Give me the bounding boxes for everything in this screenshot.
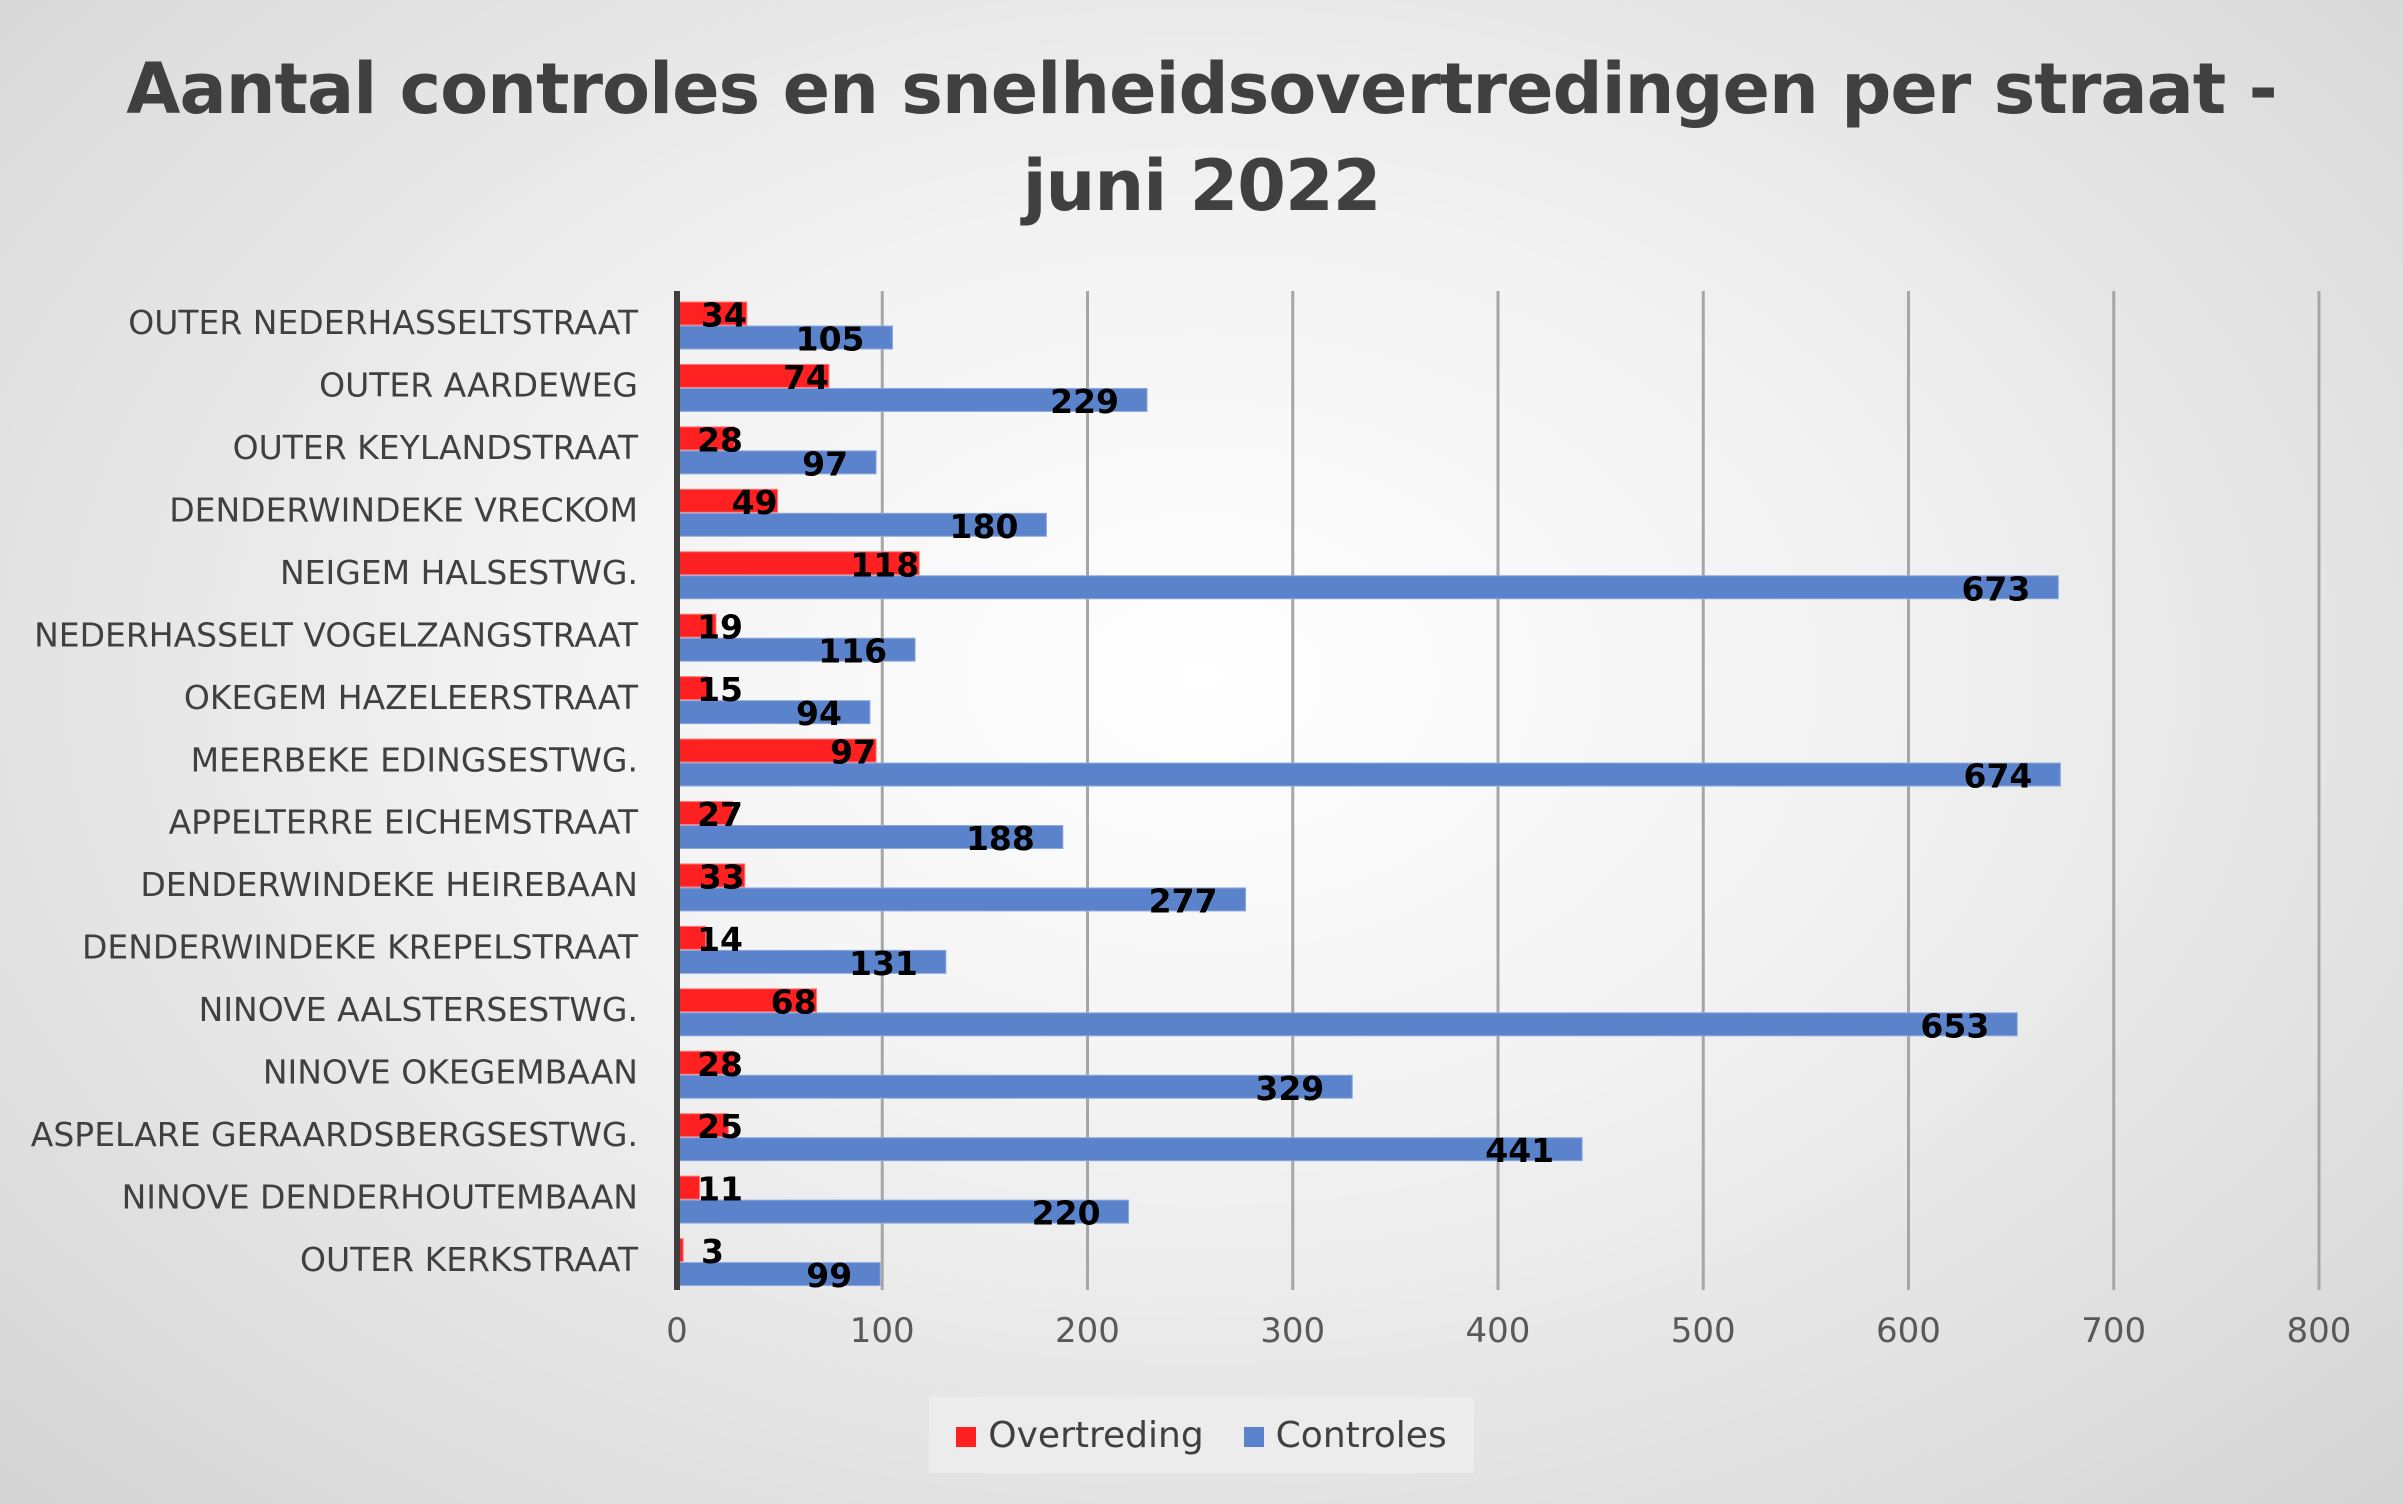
data-label: 28	[697, 420, 743, 459]
data-label: 674	[1963, 757, 2032, 796]
category-label: OUTER KEYLANDSTRAAT	[233, 428, 639, 467]
category-label: NEDERHASSELT VOGELZANGSTRAAT	[34, 615, 639, 654]
data-label: 653	[1920, 1006, 1989, 1045]
data-label: 28	[697, 1045, 743, 1084]
data-label: 14	[697, 920, 743, 959]
category-label: OUTER NEDERHASSELTSTRAAT	[128, 303, 639, 342]
data-label: 27	[697, 795, 743, 834]
data-label: 116	[818, 632, 887, 671]
data-label: 229	[1050, 382, 1119, 421]
category-label: OUTER KERKSTRAAT	[300, 1240, 639, 1279]
category-label: OKEGEM HAZELEERSTRAAT	[184, 678, 639, 717]
data-label: 131	[849, 944, 918, 983]
x-tick-label: 800	[2287, 1311, 2352, 1351]
x-tick-label: 200	[1055, 1311, 1120, 1351]
legend-label-overtreding: Overtreding	[988, 1414, 1204, 1456]
data-label: 11	[697, 1170, 743, 1209]
data-label: 105	[796, 320, 865, 359]
category-label: DENDERWINDEKE HEIREBAAN	[140, 865, 638, 904]
bar-controles	[676, 1074, 1353, 1099]
category-label: MEERBEKE EDINGSESTWG.	[191, 740, 638, 779]
category-label: NEIGEM HALSESTWG.	[280, 553, 638, 592]
category-label: NINOVE OKEGEMBAAN	[263, 1052, 638, 1091]
data-label: 673	[1961, 569, 2030, 608]
chart-title-line2: juni 2022	[1022, 145, 1382, 227]
data-label: 188	[966, 819, 1035, 858]
x-tick-label: 300	[1260, 1311, 1325, 1351]
legend-item-controles: Controles	[1243, 1414, 1447, 1456]
data-label: 49	[732, 483, 778, 522]
legend: Overtreding Controles	[929, 1397, 1474, 1473]
data-label: 97	[802, 444, 848, 483]
data-label: 97	[830, 733, 876, 772]
data-label: 277	[1149, 881, 1218, 920]
legend-swatch-controles	[1243, 1426, 1264, 1447]
data-label: 94	[796, 694, 842, 733]
data-label: 329	[1255, 1069, 1324, 1108]
x-tick-label: 0	[666, 1311, 688, 1351]
data-label: 74	[783, 358, 829, 397]
category-label: ASPELARE GERAARDSBERGSESTWG.	[31, 1115, 638, 1154]
x-tick-label: 700	[2081, 1311, 2146, 1351]
category-label: NINOVE DENDERHOUTEMBAAN	[122, 1177, 638, 1216]
data-label: 3	[701, 1232, 724, 1271]
category-label: DENDERWINDEKE KREPELSTRAAT	[82, 928, 639, 967]
data-label: 118	[850, 545, 919, 584]
category-label: OUTER AARDEWEG	[319, 366, 638, 405]
data-label: 99	[806, 1256, 852, 1295]
category-label: APPELTERRE EICHEMSTRAAT	[169, 803, 639, 842]
data-label: 25	[697, 1107, 743, 1146]
bar-controles	[676, 1137, 1583, 1162]
bar-controles	[676, 762, 2061, 787]
data-label: 68	[771, 982, 817, 1021]
legend-swatch-overtreding	[956, 1426, 977, 1447]
x-tick-label: 400	[1466, 1311, 1531, 1351]
x-tick-label: 100	[850, 1311, 915, 1351]
x-tick-label: 600	[1876, 1311, 1941, 1351]
category-label: DENDERWINDEKE VRECKOM	[169, 491, 638, 530]
data-label: 15	[697, 670, 743, 709]
data-label: 34	[701, 296, 747, 335]
data-label: 441	[1485, 1131, 1554, 1170]
legend-item-overtreding: Overtreding	[956, 1414, 1204, 1456]
category-label: NINOVE AALSTERSESTWG.	[199, 990, 638, 1029]
data-label: 33	[699, 857, 745, 896]
data-label: 180	[950, 507, 1019, 546]
data-label: 19	[697, 608, 743, 647]
data-label: 220	[1032, 1194, 1101, 1233]
bar-controles	[676, 1012, 2018, 1037]
chart-title-line1: Aantal controles en snelheidsovertreding…	[126, 48, 2277, 130]
legend-label-controles: Controles	[1275, 1414, 1447, 1456]
x-tick-label: 500	[1671, 1311, 1736, 1351]
